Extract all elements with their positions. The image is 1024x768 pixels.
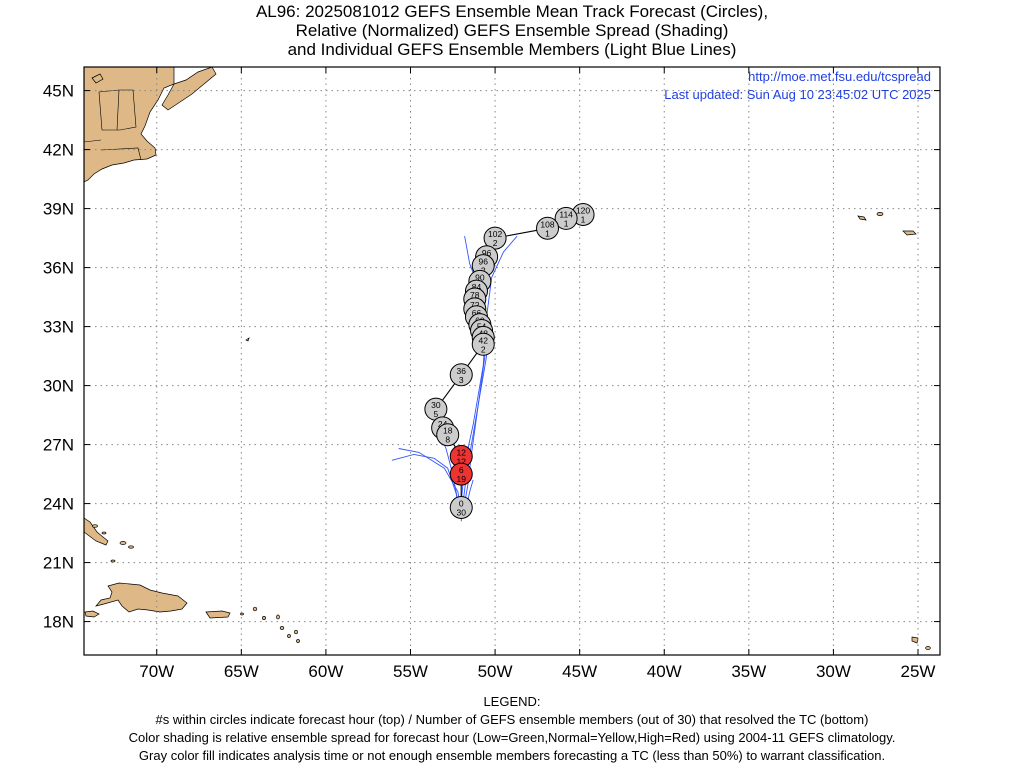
longitude-labels: 70W 65W 60W 55W 50W 45W 40W 35W 30W 25W (139, 662, 935, 681)
lat-tick-label: 27N (43, 436, 74, 455)
track-circle (471, 332, 495, 356)
lon-tick-label: 30W (816, 662, 851, 681)
lon-tick-label: 55W (393, 662, 428, 681)
forecast-map: 70W 65W 60W 55W 50W 45W 40W 35W 30W 25W 18N 21N 24N… (43, 66, 941, 681)
member-count-label: 1 (581, 214, 586, 224)
member-count-label: 3 (459, 375, 464, 385)
forecast-hour-label: 12 (457, 447, 467, 457)
lon-tick-label: 60W (308, 662, 343, 681)
forecast-hour-label: 90 (475, 272, 485, 282)
title-line-3: and Individual GEFS Ensemble Members (Li… (287, 40, 737, 59)
lat-tick-label: 18N (43, 613, 74, 632)
map-background (84, 67, 940, 655)
stamp-updated: Last updated: Sun Aug 10 23:45:02 UTC 20… (664, 87, 931, 102)
track-circle (436, 423, 460, 447)
forecast-hour-label: 30 (431, 400, 441, 410)
forecast-hour-label: 120 (576, 205, 590, 215)
member-count-label: 2 (493, 238, 498, 248)
lon-tick-label: 25W (901, 662, 936, 681)
member-count-label: 1 (545, 228, 550, 238)
forecast-hour-label: 72 (470, 300, 480, 310)
member-count-label: 19 (457, 474, 467, 484)
title-line-1: AL96: 2025081012 GEFS Ensemble Mean Trac… (255, 2, 769, 21)
lat-tick-label: 30N (43, 377, 74, 396)
forecast-hour-label: 42 (479, 335, 489, 345)
land-puerto-rico (205, 610, 231, 619)
lon-tick-label: 65W (224, 662, 259, 681)
legend-line-1: #s within circles indicate forecast hour… (155, 712, 869, 727)
track-point: 363 (449, 363, 473, 387)
forecast-hour-label: 96 (482, 248, 492, 258)
lat-tick-label: 36N (43, 259, 74, 278)
legend-line-3: Gray color fill indicates analysis time … (138, 748, 886, 763)
lat-tick-label: 42N (43, 141, 74, 160)
chart-title: AL96: 2025081012 GEFS Ensemble Mean Trac… (0, 2, 1024, 59)
track-circle (449, 496, 473, 520)
land-hispaniola (95, 582, 188, 613)
land-newfoundland-tip (91, 73, 104, 84)
forecast-hour-label: 66 (472, 308, 482, 318)
lat-tick-label: 24N (43, 495, 74, 514)
track-circle (449, 462, 473, 486)
forecast-hour-label: 78 (470, 290, 480, 300)
map-frame (83, 66, 941, 656)
legend: LEGEND: #s within circles indicate forec… (0, 693, 1024, 765)
track-point: 619 (449, 462, 473, 486)
forecast-hour-label: 6 (459, 465, 464, 475)
member-count-label: 12 (457, 456, 467, 466)
forecast-hour-label: 102 (488, 229, 502, 239)
legend-heading: LEGEND: (483, 694, 541, 709)
land-north-america (84, 67, 175, 183)
land-jamaica (84, 610, 100, 618)
member-count-label: 1 (564, 218, 569, 228)
land-azores (857, 215, 867, 221)
lon-tick-label: 40W (647, 662, 682, 681)
title-line-2: Relative (Normalized) GEFS Ensemble Spre… (295, 21, 729, 40)
member-count-label: 2 (481, 344, 486, 354)
track-circle (449, 363, 473, 387)
latitude-labels: 18N 21N 24N 27N 30N 33N 36N 39N 42N 45N (43, 82, 74, 632)
forecast-hour-label: 114 (559, 209, 573, 219)
forecast-hour-label: 24 (438, 419, 448, 429)
forecast-hour-label: 18 (443, 426, 453, 436)
member-count-label: 5 (434, 409, 439, 419)
track-circle (554, 206, 578, 230)
forecast-hour-label: 96 (479, 257, 489, 267)
land-areas (84, 67, 931, 650)
land-nova-scotia (161, 67, 217, 111)
lon-tick-label: 50W (478, 662, 513, 681)
stamp-url: http://moe.met.fsu.edu/tcspread (748, 69, 931, 84)
lat-tick-label: 39N (43, 200, 74, 219)
grid-lines (84, 67, 940, 655)
forecast-hour-label: 36 (457, 366, 467, 376)
track-point: 305 (424, 397, 448, 421)
track-point: 030 (449, 496, 473, 520)
track-point: 422 (471, 332, 495, 356)
lat-tick-label: 33N (43, 318, 74, 337)
track-point: 188 (436, 423, 460, 447)
forecast-hour-label: 0 (459, 499, 464, 509)
legend-line-2: Color shading is relative ensemble sprea… (128, 730, 896, 745)
lat-tick-label: 21N (43, 554, 74, 573)
mean-track-circles: 1201114110811022962962902842782722662602… (424, 202, 595, 520)
lon-tick-label: 70W (139, 662, 174, 681)
member-count-label: 8 (445, 435, 450, 445)
track-circle (536, 216, 560, 240)
member-count-label: 30 (457, 508, 467, 518)
axis-ticks (84, 67, 940, 655)
lat-tick-label: 45N (43, 82, 74, 101)
lon-tick-label: 35W (731, 662, 766, 681)
forecast-hour-label: 84 (472, 282, 482, 292)
lon-tick-label: 45W (562, 662, 597, 681)
forecast-hour-label: 108 (540, 219, 554, 229)
